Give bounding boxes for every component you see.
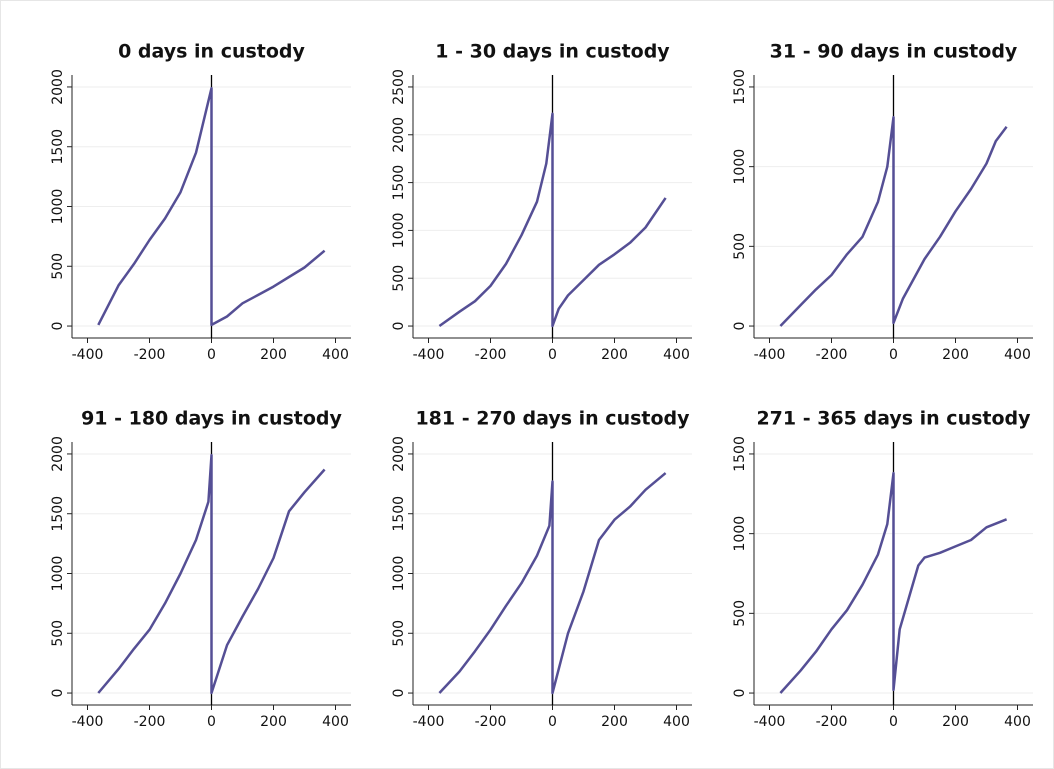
x-tick-label: -200 — [475, 347, 507, 363]
panel-title: 91 - 180 days in custody — [81, 408, 342, 430]
y-tick-label: 1500 — [50, 496, 66, 532]
panel-title: 181 - 270 days in custody — [415, 408, 690, 430]
x-tick-label: -400 — [413, 347, 445, 363]
y-tick-label: 0 — [732, 689, 748, 698]
y-tick-label: 500 — [50, 620, 66, 647]
y-tick-label: 1000 — [391, 213, 407, 249]
y-tick-label: 1000 — [732, 516, 748, 552]
x-tick-label: 200 — [260, 714, 287, 730]
x-tick-label: 200 — [601, 347, 628, 363]
y-tick-label: 500 — [732, 600, 748, 627]
x-tick-label: 200 — [260, 347, 287, 363]
x-tick-label: 400 — [663, 714, 690, 730]
y-tick-label: 2500 — [391, 69, 407, 105]
y-tick-label: 500 — [391, 620, 407, 647]
y-tick-label: 0 — [50, 322, 66, 331]
y-tick-label: 1500 — [50, 129, 66, 165]
x-tick-label: -400 — [72, 347, 104, 363]
y-tick-label: 2000 — [50, 69, 66, 105]
x-tick-label: -400 — [754, 714, 786, 730]
x-tick-label: -200 — [134, 347, 166, 363]
data-line — [97, 453, 326, 695]
x-tick-label: 400 — [1004, 714, 1031, 730]
x-tick-label: 400 — [322, 347, 349, 363]
x-tick-label: 0 — [889, 347, 898, 363]
x-tick-label: 200 — [942, 714, 969, 730]
x-tick-label: -400 — [413, 714, 445, 730]
y-tick-label: 2000 — [391, 436, 407, 472]
y-tick-label: 1500 — [732, 69, 748, 105]
x-tick-label: -400 — [754, 347, 786, 363]
data-line — [779, 115, 1008, 327]
y-tick-label: 1000 — [732, 149, 748, 185]
y-tick-label: 2000 — [50, 436, 66, 472]
panel-title: 271 - 365 days in custody — [756, 408, 1031, 430]
x-tick-label: -400 — [72, 714, 104, 730]
x-tick-label: 200 — [601, 714, 628, 730]
x-tick-label: 400 — [663, 347, 690, 363]
y-tick-label: 2000 — [391, 117, 407, 153]
x-tick-label: -200 — [134, 714, 166, 730]
x-tick-label: 0 — [207, 714, 216, 730]
y-tick-label: 0 — [391, 322, 407, 331]
y-tick-label: 0 — [391, 689, 407, 698]
y-tick-label: 0 — [50, 689, 66, 698]
x-tick-label: 0 — [889, 714, 898, 730]
x-tick-label: 0 — [548, 347, 557, 363]
x-tick-label: -200 — [816, 714, 848, 730]
data-line — [779, 471, 1008, 694]
y-tick-label: 1000 — [50, 189, 66, 225]
y-tick-label: 1000 — [50, 556, 66, 592]
data-line — [438, 112, 667, 328]
x-tick-label: 400 — [1004, 347, 1031, 363]
x-tick-label: 200 — [942, 347, 969, 363]
x-tick-label: 0 — [207, 347, 216, 363]
x-tick-label: 400 — [322, 714, 349, 730]
x-tick-label: 0 — [548, 714, 557, 730]
data-line — [438, 472, 667, 695]
y-tick-label: 0 — [732, 322, 748, 331]
panel-title: 0 days in custody — [118, 41, 305, 63]
y-tick-label: 1000 — [391, 556, 407, 592]
y-tick-label: 1500 — [391, 165, 407, 201]
y-tick-label: 1500 — [391, 496, 407, 532]
y-tick-label: 1500 — [732, 436, 748, 472]
panel-title: 31 - 90 days in custody — [770, 41, 1018, 63]
y-tick-label: 500 — [50, 253, 66, 280]
x-tick-label: -200 — [816, 347, 848, 363]
y-tick-label: 500 — [732, 233, 748, 260]
y-tick-label: 500 — [391, 265, 407, 292]
data-line — [97, 86, 326, 327]
x-tick-label: -200 — [475, 714, 507, 730]
panel-title: 1 - 30 days in custody — [435, 41, 670, 63]
